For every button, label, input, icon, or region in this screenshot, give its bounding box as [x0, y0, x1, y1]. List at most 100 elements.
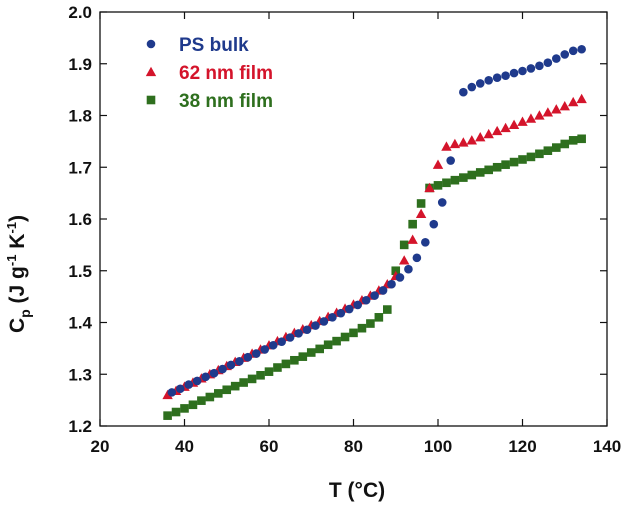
data-point — [501, 71, 510, 80]
data-point — [437, 198, 447, 207]
data-point — [446, 156, 455, 165]
data-point — [277, 337, 286, 346]
data-point — [568, 46, 578, 56]
series-2 — [163, 134, 586, 420]
data-point — [526, 64, 536, 73]
y-axis-title: Cp (J g-1 K-1) — [4, 215, 33, 333]
data-point — [421, 237, 430, 247]
data-point — [526, 152, 536, 162]
data-point — [459, 87, 468, 97]
data-point — [306, 348, 316, 357]
data-point — [374, 313, 384, 322]
data-point — [399, 240, 409, 250]
data-point — [209, 368, 219, 378]
data-point — [239, 378, 248, 387]
data-point — [197, 396, 206, 405]
x-tick-label: 80 — [344, 437, 363, 456]
data-point — [243, 352, 253, 362]
plot-layer — [162, 44, 587, 420]
data-point — [518, 155, 527, 164]
data-point — [412, 253, 422, 263]
data-point — [484, 76, 494, 85]
data-point — [273, 363, 282, 372]
x-tick-label: 140 — [593, 437, 621, 456]
data-point — [492, 162, 502, 172]
data-point — [378, 286, 388, 295]
data-point — [235, 357, 244, 366]
data-point — [509, 68, 519, 78]
data-point — [475, 168, 485, 177]
data-point — [475, 79, 485, 88]
data-point — [298, 352, 308, 361]
data-point — [543, 58, 553, 68]
data-point — [340, 332, 350, 342]
data-point — [226, 360, 236, 370]
data-point — [252, 349, 261, 358]
data-point — [543, 146, 553, 155]
data-point — [336, 308, 346, 318]
y-tick-label: 1.5 — [68, 262, 92, 281]
legend-label: PS bulk — [179, 35, 249, 56]
series-1 — [162, 93, 587, 400]
data-point — [466, 135, 477, 145]
data-point — [450, 175, 460, 185]
legend-marker — [146, 39, 156, 49]
data-point — [357, 323, 367, 333]
y-tick-label: 2.0 — [68, 3, 92, 22]
legend-marker — [146, 95, 156, 105]
data-point — [268, 340, 278, 350]
y-tick-label: 1.6 — [68, 210, 92, 229]
data-point — [525, 113, 537, 123]
data-point — [467, 170, 477, 180]
data-point — [459, 173, 468, 182]
x-tick-label: 20 — [91, 437, 110, 456]
data-point — [491, 125, 503, 136]
data-point — [552, 54, 561, 63]
data-point — [534, 110, 545, 120]
y-tick-label: 1.3 — [68, 365, 92, 384]
data-point — [188, 400, 198, 410]
data-point — [416, 199, 426, 208]
data-point — [535, 149, 544, 159]
data-point — [399, 255, 410, 265]
data-point — [492, 73, 502, 83]
data-point — [344, 304, 354, 314]
data-point — [247, 374, 257, 384]
data-point — [415, 208, 427, 218]
data-point — [171, 407, 181, 417]
data-point — [285, 333, 295, 342]
legend-marker — [145, 66, 157, 77]
data-point — [264, 367, 274, 376]
data-point — [576, 93, 587, 104]
data-point — [387, 279, 396, 289]
data-point — [577, 134, 586, 144]
data-point — [180, 404, 189, 413]
data-point — [408, 219, 417, 229]
y-tick-label: 1.9 — [68, 55, 92, 74]
data-point — [467, 82, 477, 92]
data-point — [214, 389, 223, 398]
data-point — [370, 291, 379, 300]
data-point — [332, 336, 341, 346]
data-point — [484, 165, 493, 175]
legend-label: 38 nm film — [179, 91, 273, 112]
data-point — [568, 136, 578, 145]
data-point — [311, 321, 320, 330]
data-point — [501, 160, 510, 169]
data-point — [294, 329, 303, 338]
data-point — [560, 139, 570, 149]
x-tick-label: 40 — [175, 437, 194, 456]
data-point — [205, 392, 215, 402]
data-point — [162, 389, 173, 400]
data-point — [222, 385, 232, 395]
data-point — [395, 273, 405, 282]
x-tick-label: 120 — [508, 437, 536, 456]
data-point — [568, 96, 579, 107]
x-tick-label: 100 — [424, 437, 452, 456]
data-point — [281, 359, 291, 369]
data-point — [483, 128, 494, 139]
data-point — [517, 116, 528, 126]
data-point — [167, 388, 177, 397]
data-point — [361, 295, 371, 305]
